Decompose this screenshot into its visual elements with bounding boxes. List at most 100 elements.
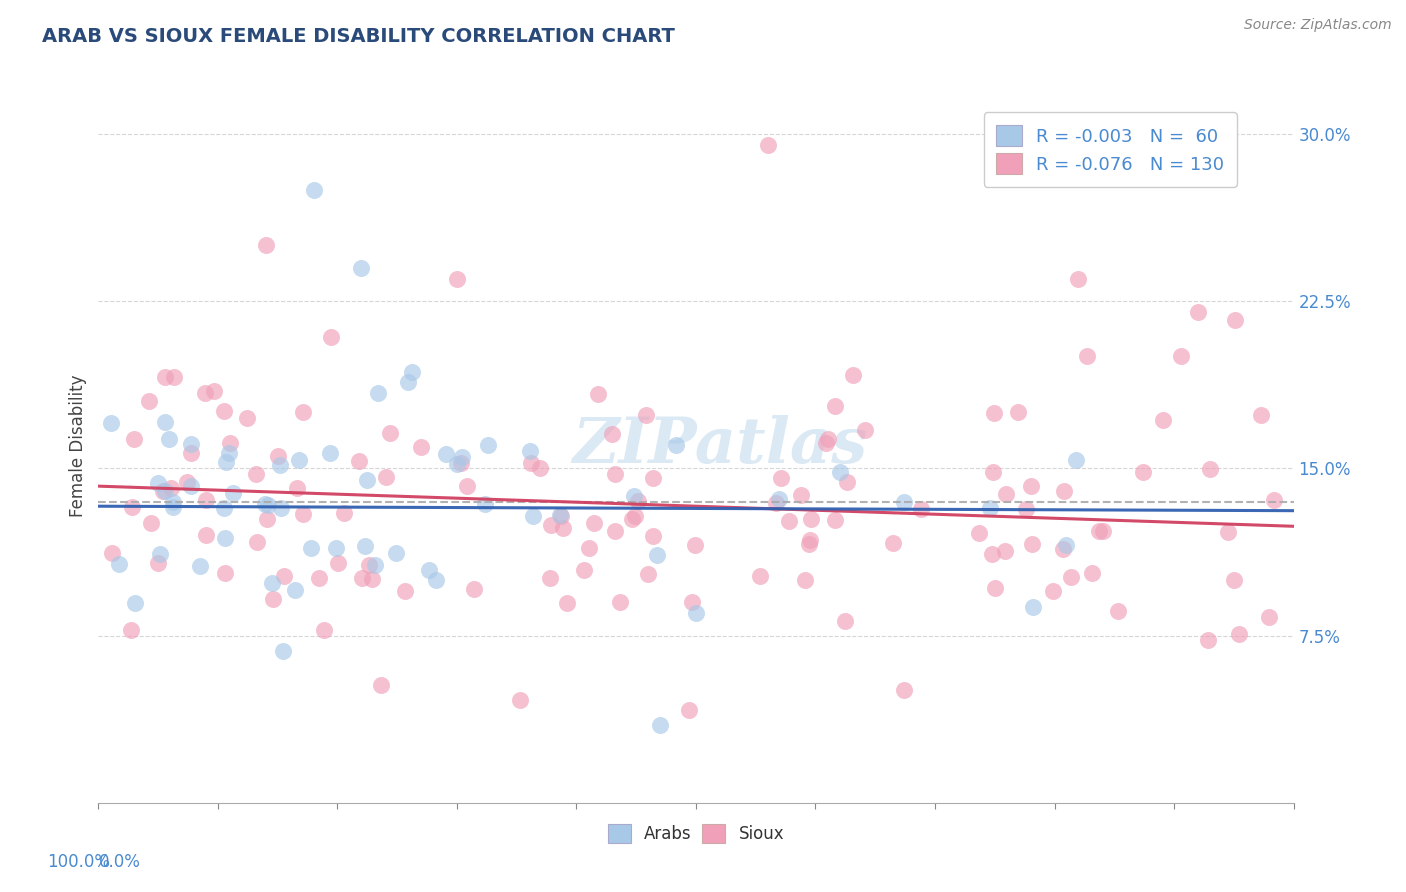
Point bbox=[794, 573, 817, 587]
Point bbox=[246, 534, 269, 549]
Point bbox=[425, 573, 447, 587]
Point bbox=[1257, 610, 1279, 624]
Point bbox=[650, 717, 672, 731]
Point bbox=[984, 581, 1007, 595]
Point bbox=[555, 596, 578, 610]
Point bbox=[572, 563, 595, 577]
Point bbox=[603, 524, 626, 538]
Text: 100.0%: 100.0% bbox=[48, 853, 111, 871]
Point bbox=[256, 512, 278, 526]
Point bbox=[578, 541, 600, 555]
Point bbox=[190, 559, 212, 574]
Point bbox=[994, 487, 1017, 501]
Point bbox=[262, 591, 284, 606]
Point bbox=[551, 520, 574, 534]
Point bbox=[194, 386, 217, 401]
Point bbox=[308, 571, 330, 585]
Point bbox=[350, 260, 373, 275]
Point bbox=[394, 584, 416, 599]
Point bbox=[550, 509, 572, 524]
Point bbox=[347, 454, 370, 468]
Point bbox=[790, 488, 813, 502]
Point bbox=[253, 497, 276, 511]
Point bbox=[1019, 479, 1042, 493]
Point bbox=[269, 458, 291, 472]
Y-axis label: Female Disability: Female Disability bbox=[69, 375, 87, 517]
Point bbox=[1152, 413, 1174, 427]
Point bbox=[842, 368, 865, 383]
Point bbox=[260, 576, 283, 591]
Point bbox=[418, 563, 440, 577]
Point bbox=[837, 475, 859, 489]
Point bbox=[254, 238, 277, 252]
Point bbox=[153, 415, 176, 429]
Point bbox=[768, 492, 790, 507]
Point bbox=[218, 436, 240, 450]
Text: Source: ZipAtlas.com: Source: ZipAtlas.com bbox=[1244, 18, 1392, 32]
Point bbox=[312, 623, 335, 637]
Point bbox=[245, 467, 267, 482]
Point bbox=[1064, 453, 1087, 467]
Point bbox=[159, 482, 181, 496]
Point bbox=[270, 500, 292, 515]
Point bbox=[1022, 600, 1045, 615]
Point bbox=[1015, 502, 1038, 516]
Text: 0.0%: 0.0% bbox=[98, 853, 141, 871]
Point bbox=[519, 456, 541, 470]
Point bbox=[893, 495, 915, 509]
Point bbox=[817, 432, 839, 446]
Point bbox=[474, 498, 496, 512]
Point bbox=[637, 566, 659, 581]
Point bbox=[214, 403, 236, 417]
Point bbox=[1216, 525, 1239, 540]
Point bbox=[146, 475, 169, 490]
Point bbox=[979, 500, 1001, 515]
Point bbox=[176, 475, 198, 489]
Point bbox=[609, 595, 631, 609]
Point bbox=[325, 541, 347, 555]
Point bbox=[202, 384, 225, 399]
Point bbox=[100, 417, 122, 431]
Point bbox=[800, 512, 823, 526]
Point bbox=[1042, 583, 1064, 598]
Point bbox=[834, 615, 856, 629]
Point bbox=[152, 483, 174, 498]
Point bbox=[288, 452, 311, 467]
Point bbox=[1222, 573, 1244, 587]
Point bbox=[1263, 493, 1285, 508]
Point bbox=[364, 558, 387, 572]
Point bbox=[148, 556, 170, 570]
Point bbox=[749, 569, 772, 583]
Point bbox=[756, 137, 779, 152]
Point bbox=[621, 512, 644, 526]
Point bbox=[893, 682, 915, 697]
Point bbox=[765, 496, 787, 510]
Point bbox=[267, 449, 290, 463]
Point bbox=[643, 529, 665, 543]
Point bbox=[828, 466, 851, 480]
Point bbox=[162, 500, 184, 515]
Point bbox=[291, 507, 314, 521]
Point bbox=[681, 595, 703, 609]
Point bbox=[396, 376, 419, 390]
Point bbox=[162, 369, 184, 384]
Point bbox=[450, 456, 472, 470]
Point bbox=[981, 465, 1004, 479]
Point bbox=[678, 703, 700, 717]
Point bbox=[1170, 350, 1192, 364]
Point bbox=[1197, 633, 1219, 648]
Point bbox=[1076, 349, 1098, 363]
Point bbox=[797, 537, 820, 551]
Point bbox=[824, 399, 846, 413]
Point bbox=[149, 547, 172, 561]
Point bbox=[353, 539, 375, 553]
Text: ARAB VS SIOUX FEMALE DISABILITY CORRELATION CHART: ARAB VS SIOUX FEMALE DISABILITY CORRELAT… bbox=[42, 27, 675, 45]
Point bbox=[401, 365, 423, 379]
Point bbox=[194, 527, 217, 541]
Point bbox=[1223, 313, 1246, 327]
Point bbox=[284, 583, 307, 598]
Point bbox=[285, 481, 308, 495]
Point bbox=[799, 533, 821, 547]
Point bbox=[256, 499, 278, 513]
Point bbox=[359, 558, 381, 572]
